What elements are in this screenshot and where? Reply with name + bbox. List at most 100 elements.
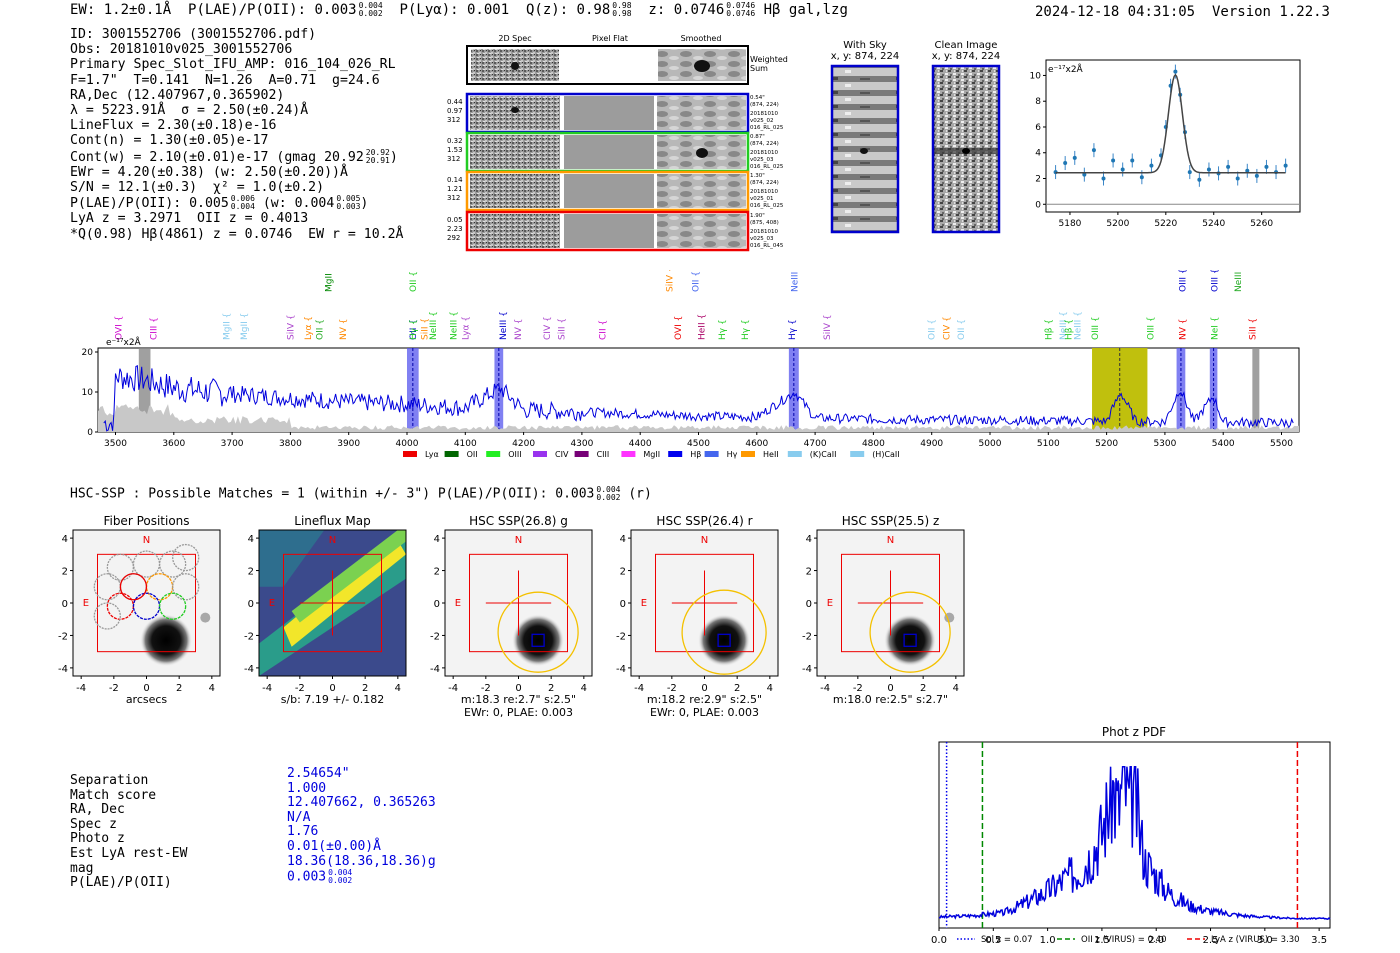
photz-legend-label: Sol z = 0.07 — [981, 935, 1033, 945]
match-label-photoz: Photo z — [70, 832, 187, 847]
row3-right-1: (874, 224) — [750, 180, 779, 186]
line-label-group: CII { — [598, 320, 608, 340]
spectrum-legend-swatch — [741, 451, 755, 457]
line-label-group: CIV { — [942, 316, 952, 340]
photz-xtick-label: 1.0 — [1040, 935, 1056, 946]
line-label-group: NV { — [514, 319, 524, 340]
line-label: OII { — [409, 271, 419, 292]
info-plae-w-lo: 0.003 — [336, 203, 360, 211]
panel-xtick-label: 2 — [176, 683, 182, 694]
zoom-point — [1130, 158, 1134, 162]
header-q-lo: 0.98 — [612, 10, 631, 18]
cutout-row-3: 0.14 1.21 312 1.30" (874, 224) 20181010 … — [447, 172, 784, 210]
line-label: NV { — [1178, 319, 1188, 340]
info-id: ID: 3001552706 (3001552706.pdf) — [70, 27, 316, 42]
zoom-ytick-label: 8 — [1035, 97, 1041, 107]
info-sn: S/N = 12.1(±0.3) χ² = 1.0(±0.2) — [70, 180, 324, 195]
zoom-point — [1111, 158, 1115, 162]
info-q: *Q(0.98) Hβ(4861) z = 0.0746 EW r = 10.2… — [70, 227, 403, 242]
row1-left-2: 312 — [447, 116, 460, 124]
row4-left-1: 2.23 — [447, 225, 463, 233]
line-label-group: CIII { — [149, 317, 159, 340]
panel-ytick-label: 2 — [248, 567, 254, 578]
info-cont-n: Cont(n) = 1.30(±0.05)e-17 — [70, 133, 269, 148]
spectrum-xtick-label: 4300 — [570, 439, 593, 449]
cutout-row-2: 0.32 1.53 312 0.87" (874, 224) 20181010 … — [447, 133, 784, 171]
panel-ytick-label: -2 — [244, 631, 254, 642]
zoom-point — [1284, 164, 1288, 168]
line-label: CIII { — [149, 317, 159, 340]
line-label: OII { — [928, 319, 938, 340]
info-lambda: λ = 5223.91Å σ = 2.50(±0.24)Å — [70, 103, 308, 118]
spectrum-xtick-label: 3900 — [337, 439, 360, 449]
match-value-lya-ew: 0.01(±0.00)Å — [287, 840, 436, 855]
zoom-point — [1149, 164, 1153, 168]
spectrum-legend-swatch — [486, 451, 500, 457]
zoom-ytick-label: 6 — [1035, 123, 1041, 133]
match-label-plae: P(LAE)/P(OII) — [70, 876, 187, 891]
panel-title: Fiber Positions — [103, 514, 189, 528]
spectrum-legend-label: Hβ — [690, 450, 701, 459]
spectrum-legend-label: CIV — [555, 450, 569, 459]
spectrum-xtick-label: 4200 — [512, 439, 535, 449]
spectrum-xtick-label: 3500 — [104, 439, 127, 449]
spectrum-legend-swatch — [621, 451, 635, 457]
line-label-group: NeIII { — [1234, 270, 1244, 292]
panel-ytick-label: 0 — [620, 599, 626, 610]
line-label-group: SiII { — [1248, 318, 1258, 340]
spectrum-xtick-label: 4100 — [454, 439, 477, 449]
zoom-ytick-label: 10 — [1030, 71, 1041, 81]
header-q: Q(z): 0.98 — [526, 2, 610, 18]
photz-legend: Sol z = 0.07 OII z (VIRUS) = 0.40 LyA z (V… — [957, 935, 1300, 945]
info-plae: P(LAE)/P(OII): 0.005 — [70, 196, 229, 211]
clean-xy: x, y: 874, 224 — [932, 51, 1001, 62]
zoom-x-ticks: 5180 5200 5220 5240 5260 — [1059, 212, 1274, 229]
match-value-score: 1.000 — [287, 782, 436, 797]
header-z: z: 0.0746 — [648, 2, 724, 18]
panel-xtick-label: -4 — [634, 683, 644, 694]
clean-image — [933, 66, 999, 232]
row1-right-0: 0.54" — [750, 95, 765, 101]
with-sky-image — [832, 66, 898, 232]
header-summary: EW: 1.2±0.1Å P(LAE)/P(OII): 0.003 0.004 0.… — [70, 2, 848, 18]
line-label: Lyα { — [461, 316, 471, 340]
line-label-group: NeIII { — [429, 311, 439, 340]
spectrum-legend-label: OII — [467, 450, 478, 459]
line-label: Lyα { — [304, 316, 314, 340]
line-label-group: NeIII { — [450, 311, 460, 340]
line-label-group: MgII { — [324, 270, 334, 292]
clean-title: Clean Image — [935, 40, 998, 51]
line-label-group: Hγ { — [409, 319, 419, 340]
spectrum-xtick-label: 5000 — [979, 439, 1002, 449]
spectrum-xtick-label: 3700 — [221, 439, 244, 449]
info-plae-w: (w: 0.004 — [263, 196, 334, 211]
match-label-lya-ew: Est LyA rest-EW — [70, 847, 187, 862]
panel-title: Lineflux Map — [294, 514, 370, 528]
col-header-flat: Pixel Flat — [592, 34, 628, 43]
line-label: OIII { — [1211, 270, 1221, 292]
zoom-xtick-label: 5220 — [1154, 219, 1177, 229]
row2-right-0: 0.87" — [750, 134, 765, 140]
line-label: SiIV { — [823, 314, 833, 340]
east-label: E — [641, 598, 647, 609]
line-label: OII { — [957, 319, 967, 340]
row2-left-1: 1.53 — [447, 146, 463, 154]
panel-xtick-label: 4 — [767, 683, 773, 694]
line-label: MgII { — [240, 313, 250, 340]
match-label-score: Match score — [70, 789, 187, 804]
row4-right-3: v025_03 — [750, 236, 774, 242]
line-label-group: CIV { — [543, 316, 553, 340]
row4-left-2: 292 — [447, 234, 460, 242]
spectrum-x-ticks: 3500 3600 3700 3800 3900 4000 4100 4200 4300 4400… — [104, 432, 1293, 449]
match-value-plae: 0.003 0.004 0.002 — [287, 869, 436, 885]
row2-right-2: 20181010 — [750, 150, 778, 156]
spectrum-unit-label: e⁻¹⁷x2Å — [106, 336, 142, 348]
spectrum-xtick-label: 5500 — [1270, 439, 1293, 449]
hsc-summary-text: HSC-SSP : Possible Matches = 1 (within +… — [70, 487, 594, 502]
spectrum-xtick-label: 4000 — [396, 439, 419, 449]
line-label-group: OIII { — [1146, 316, 1156, 340]
info-primary: Primary Spec_Slot_IFU_AMP: 016_104_026_R… — [70, 57, 396, 72]
panel-ytick-label: 2 — [620, 567, 626, 578]
info-plae-lo: 0.004 — [231, 203, 255, 211]
line-label: SiIV { — [665, 270, 675, 292]
